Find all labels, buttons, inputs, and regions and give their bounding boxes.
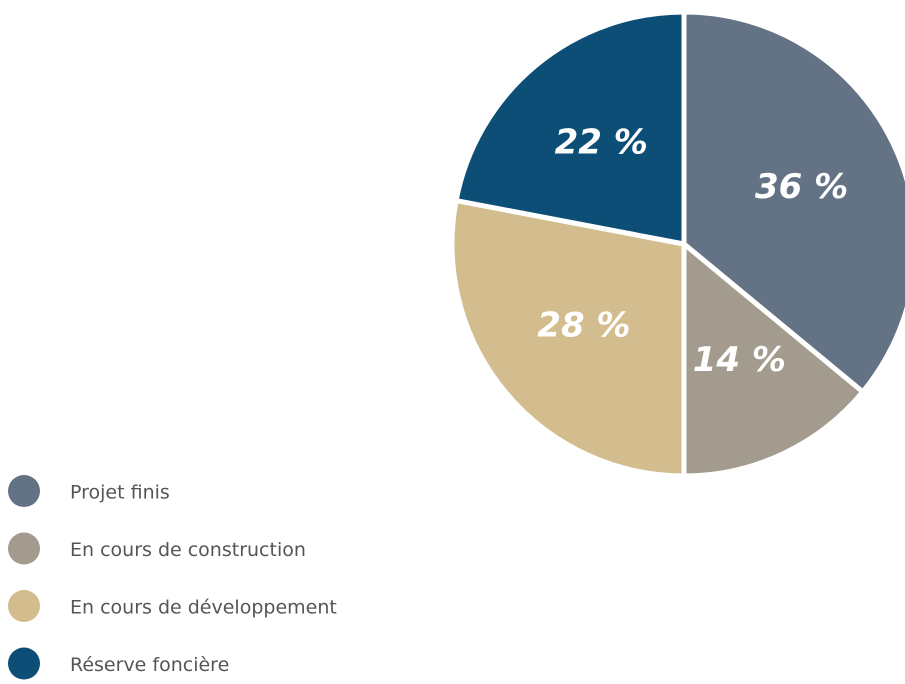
slice-label: 14 % [693,340,786,380]
pie-slice [449,197,687,479]
pie-slice [681,9,905,396]
slice-label: 36 % [755,167,848,207]
legend-label: Projet finis [70,482,170,504]
slice-label: 22 % [555,122,648,162]
slice-label: 28 % [537,305,630,345]
legend-swatch [8,647,40,680]
legend-swatch [8,532,40,565]
legend-label: En cours de développement [70,597,337,619]
legend-label: En cours de construction [70,539,306,561]
legend-label: Réserve foncière [70,654,229,676]
legend-swatch [8,590,40,622]
pie-slice [453,9,687,248]
legend-swatch [8,475,40,507]
pie-slice [681,238,867,479]
